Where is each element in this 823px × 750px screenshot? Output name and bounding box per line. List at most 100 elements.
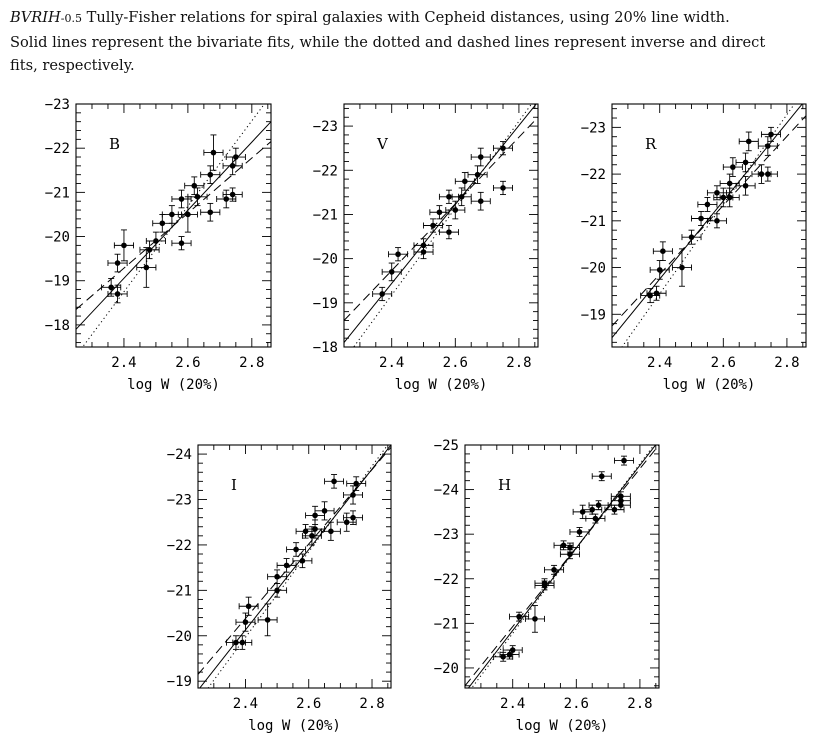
- data-point: [232, 635, 253, 650]
- data-marker: [121, 242, 127, 249]
- panel-v: 2.4 2.6 2.8 −18 −19 −20 −21 −22 −23 log W (20%) V: [313, 103, 539, 393]
- caption-line-2: Solid lines represent the bivariate fits…: [10, 33, 766, 51]
- data-point: [681, 229, 702, 245]
- data-marker: [656, 267, 663, 273]
- data-marker: [293, 546, 299, 553]
- data-marker: [210, 149, 217, 156]
- data-point: [276, 558, 297, 573]
- data-point: [509, 611, 530, 622]
- data-marker: [742, 182, 749, 189]
- data-marker: [532, 616, 538, 622]
- x-tick-label: 2.8: [774, 355, 799, 371]
- data-marker: [194, 193, 201, 200]
- data-point: [646, 285, 667, 301]
- data-marker: [430, 222, 436, 229]
- data-marker: [509, 647, 516, 653]
- data-marker: [207, 171, 214, 178]
- data-point: [267, 583, 288, 598]
- data-marker: [353, 480, 359, 487]
- y-tick-label: −23: [581, 120, 606, 136]
- y-tick-label: −18: [313, 340, 338, 356]
- y-tick-label: −19: [313, 296, 338, 312]
- x-tick-label: 2.8: [627, 696, 652, 712]
- figure-caption: BVRIH-0.5 Tully-Fisher relations for spi…: [10, 6, 818, 78]
- data-marker: [745, 138, 752, 145]
- data-marker: [343, 519, 350, 526]
- data-marker: [178, 196, 185, 202]
- data-marker: [589, 506, 596, 513]
- data-marker: [309, 533, 315, 539]
- data-point: [722, 157, 743, 177]
- data-point: [493, 180, 514, 196]
- data-point: [610, 495, 631, 506]
- data-marker: [765, 143, 771, 149]
- x-tick-label: 2.6: [711, 355, 736, 371]
- panel-h: 2.4 2.6 2.8 −20 −21 −22 −23 −24 −25 log W (20%) H: [434, 438, 660, 734]
- data-point: [388, 247, 409, 262]
- data-point: [145, 231, 166, 251]
- fit-line-dotted: [471, 445, 655, 688]
- data-point: [697, 197, 718, 212]
- data-point: [585, 513, 606, 524]
- data-point: [222, 187, 243, 202]
- fit-line-dotted: [207, 445, 389, 688]
- data-point: [267, 569, 288, 584]
- data-point: [691, 211, 712, 226]
- data-marker: [239, 639, 246, 646]
- data-point: [171, 236, 192, 251]
- band-label: I: [231, 476, 237, 494]
- data-marker: [185, 211, 191, 218]
- data-point: [493, 141, 514, 156]
- data-marker: [331, 478, 337, 485]
- data-point: [107, 253, 128, 273]
- data-point: [569, 527, 590, 537]
- x-axis-label: log W (20%): [395, 377, 488, 393]
- data-marker: [446, 229, 452, 235]
- data-point: [502, 645, 523, 656]
- data-marker: [207, 209, 214, 216]
- caption-line-3: fits, respectively.: [10, 57, 135, 74]
- data-point: [454, 172, 475, 191]
- data-point: [184, 176, 205, 196]
- data-marker: [229, 191, 236, 198]
- x-tick-label: 2.4: [500, 696, 525, 712]
- data-point: [757, 136, 778, 156]
- data-point: [559, 542, 580, 553]
- x-axis-label: log W (20%): [248, 718, 341, 734]
- data-point: [544, 564, 565, 575]
- data-marker: [114, 291, 121, 297]
- data-point: [652, 241, 673, 261]
- data-point: [187, 187, 208, 207]
- y-tick-label: −20: [581, 261, 606, 277]
- data-marker: [698, 215, 704, 222]
- y-tick-label: −18: [45, 318, 70, 334]
- data-point: [614, 455, 635, 466]
- data-marker: [768, 131, 774, 138]
- data-marker: [576, 529, 583, 535]
- data-marker: [595, 502, 602, 508]
- data-point: [286, 542, 307, 557]
- data-point: [534, 578, 555, 589]
- data-marker: [516, 613, 522, 620]
- data-marker: [765, 171, 771, 177]
- y-tick-label: −21: [313, 207, 338, 223]
- data-marker: [242, 619, 249, 625]
- data-point: [738, 131, 759, 152]
- y-tick-label: −22: [434, 572, 459, 588]
- data-marker: [500, 145, 506, 151]
- caption-line-1: BVRIH-0.5 Tully-Fisher relations for spi…: [10, 6, 818, 31]
- y-tick-label: −21: [434, 616, 459, 632]
- data-point: [238, 596, 259, 616]
- data-marker: [726, 180, 733, 187]
- data-point: [470, 191, 491, 211]
- data-marker: [312, 526, 318, 532]
- y-tick-label: −24: [167, 447, 192, 463]
- data-point: [671, 248, 692, 287]
- data-marker: [350, 492, 356, 498]
- caption-subscript: -0.5: [60, 12, 82, 25]
- x-tick-label: 2.8: [506, 355, 531, 371]
- data-point: [735, 152, 756, 173]
- data-marker: [477, 154, 484, 160]
- data-point: [438, 189, 459, 204]
